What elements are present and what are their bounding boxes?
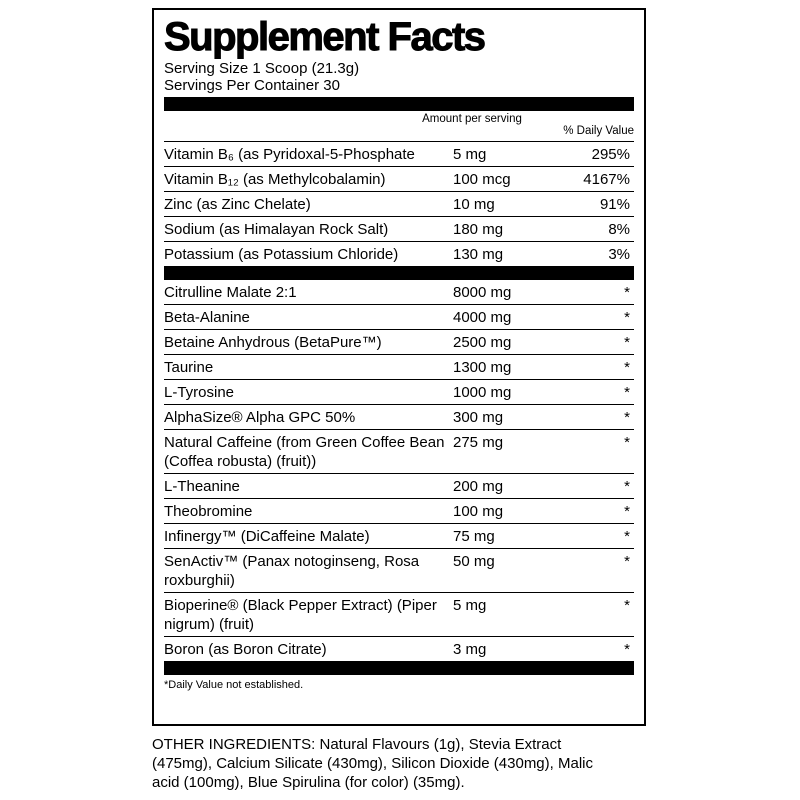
amount: 8000 mg bbox=[453, 284, 512, 301]
nutrient-name: Boron (as Boron Citrate) bbox=[164, 641, 327, 658]
nutrient-name: Vitamin B₁₂ (as Methylcobalamin) bbox=[164, 171, 386, 188]
daily-value: * bbox=[624, 384, 630, 401]
table-row: L-Theanine 200 mg * bbox=[164, 474, 634, 499]
servings-per-container: Servings Per Container 30 bbox=[164, 77, 340, 94]
table-row: AlphaSize® Alpha GPC 50% 300 mg * bbox=[164, 405, 634, 430]
table-row: Natural Caffeine (from Green Coffee Bean… bbox=[164, 430, 634, 474]
vitamins: Vitamin B₆ (as Pyridoxal-5-Phosphate 5 mg… bbox=[164, 142, 634, 266]
nutrient-name: AlphaSize® Alpha GPC 50% bbox=[164, 409, 356, 426]
table-row: SenActiv™ (Panax notoginseng, Rosa roxbu… bbox=[164, 549, 634, 593]
nutrient-name: Taurine bbox=[164, 359, 214, 376]
amount: 5 mg bbox=[453, 597, 487, 614]
nutrient-name: Sodium (as Himalayan Rock Salt) bbox=[164, 221, 389, 238]
daily-value: * bbox=[624, 334, 630, 351]
table-row: Vitamin B₆ (as Pyridoxal-5-Phosphate 5 mg… bbox=[164, 142, 634, 167]
daily-value: * bbox=[624, 284, 630, 301]
nutrient-name: Infinergy™ (DiCaffeine Malate) bbox=[164, 528, 370, 545]
table-row: L-Tyrosine 1000 mg * bbox=[164, 380, 634, 405]
nutrient-name: Vitamin B₆ (as Pyridoxal-5-Phosphate bbox=[164, 146, 415, 163]
nutrient-name: Bioperine® (Black Pepper Extract) (Piper… bbox=[164, 597, 437, 633]
nutrient-name: Natural Caffeine (from Green Coffee Bean… bbox=[164, 434, 445, 470]
spacer bbox=[164, 113, 453, 141]
nutrient-name: SenActiv™ (Panax notoginseng, Rosa roxbu… bbox=[164, 553, 420, 589]
divider bbox=[164, 266, 634, 280]
table-row: Beta-Alanine 4000 mg * bbox=[164, 305, 634, 330]
amount: 100 mcg bbox=[453, 171, 511, 188]
nutrient-name: Zinc (as Zinc Chelate) bbox=[164, 196, 311, 213]
column-header: Amount per serving % Daily Value bbox=[164, 111, 634, 142]
facts-panel: Supplement Facts Serving Size 1 Scoop (2… bbox=[152, 8, 646, 726]
daily-value: 8% bbox=[608, 221, 630, 238]
nutrient-name: Citrulline Malate 2:1 bbox=[164, 284, 297, 301]
divider bbox=[164, 661, 634, 675]
daily-value: * bbox=[624, 641, 630, 658]
amount: 300 mg bbox=[453, 409, 504, 426]
daily-value: * bbox=[624, 409, 630, 426]
amount: 75 mg bbox=[453, 528, 495, 545]
daily-value: 91% bbox=[599, 196, 630, 213]
table-row: Bioperine® (Black Pepper Extract) (Piper… bbox=[164, 593, 634, 637]
table-row: Zinc (as Zinc Chelate) 10 mg 91% bbox=[164, 192, 634, 217]
amount: 200 mg bbox=[453, 478, 504, 495]
table-row: Vitamin B₁₂ (as Methylcobalamin) 100 mcg 4… bbox=[164, 167, 634, 192]
amount-header: Amount per serving bbox=[422, 113, 522, 125]
nutrient-name: Beta-Alanine bbox=[164, 309, 250, 326]
amount: 100 mg bbox=[453, 503, 504, 520]
amount: 2500 mg bbox=[453, 334, 512, 351]
table-row: Sodium (as Himalayan Rock Salt) 180 mg 8% bbox=[164, 217, 634, 242]
nutrient-name: Potassium (as Potassium Chloride) bbox=[164, 246, 399, 263]
amount: 130 mg bbox=[453, 246, 504, 263]
daily-value: * bbox=[624, 434, 630, 451]
table-row: Infinergy™ (DiCaffeine Malate) 75 mg * bbox=[164, 524, 634, 549]
daily-value: 295% bbox=[591, 146, 630, 163]
daily-value: * bbox=[624, 553, 630, 570]
daily-value: * bbox=[624, 528, 630, 545]
amount: 10 mg bbox=[453, 196, 495, 213]
amount: 1000 mg bbox=[453, 384, 512, 401]
footnote: *Daily Value not established. bbox=[164, 679, 304, 691]
daily-value: 3% bbox=[608, 246, 630, 263]
nutrient-name: L-Tyrosine bbox=[164, 384, 235, 401]
daily-value: * bbox=[624, 503, 630, 520]
table-row: Theobromine 100 mg * bbox=[164, 499, 634, 524]
amount: 50 mg bbox=[453, 553, 495, 570]
title: Supplement Facts bbox=[164, 15, 487, 60]
table-row: Potassium (as Potassium Chloride) 130 mg 3… bbox=[164, 242, 634, 266]
daily-value: * bbox=[624, 478, 630, 495]
table-row: Taurine 1300 mg * bbox=[164, 355, 634, 380]
table-row: Boron (as Boron Citrate) 3 mg * bbox=[164, 637, 634, 661]
amount: 180 mg bbox=[453, 221, 504, 238]
dv-header: % Daily Value bbox=[563, 125, 634, 137]
daily-value: 4167% bbox=[583, 171, 630, 188]
nutrient-name: Theobromine bbox=[164, 503, 253, 520]
table-row: Citrulline Malate 2:1 8000 mg * bbox=[164, 280, 634, 305]
serving-size: Serving Size 1 Scoop (21.3g) bbox=[164, 60, 360, 77]
amount: 1300 mg bbox=[453, 359, 512, 376]
nutrient-name: L-Theanine bbox=[164, 478, 240, 495]
nutrient-name: Betaine Anhydrous (BetaPure™) bbox=[164, 334, 382, 351]
amount: 3 mg bbox=[453, 641, 487, 658]
daily-value: * bbox=[624, 309, 630, 326]
table-row: Betaine Anhydrous (BetaPure™) 2500 mg * bbox=[164, 330, 634, 355]
amount: 275 mg bbox=[453, 434, 504, 451]
ingredients: Citrulline Malate 2:1 8000 mg * Beta-Alanin… bbox=[164, 280, 634, 661]
divider bbox=[164, 97, 634, 111]
daily-value: * bbox=[624, 359, 630, 376]
amount: 5 mg bbox=[453, 146, 487, 163]
amount: 4000 mg bbox=[453, 309, 512, 326]
other-ingredients: OTHER INGREDIENTS: Natural Flavours (1g)… bbox=[152, 736, 593, 791]
daily-value: * bbox=[624, 597, 630, 614]
